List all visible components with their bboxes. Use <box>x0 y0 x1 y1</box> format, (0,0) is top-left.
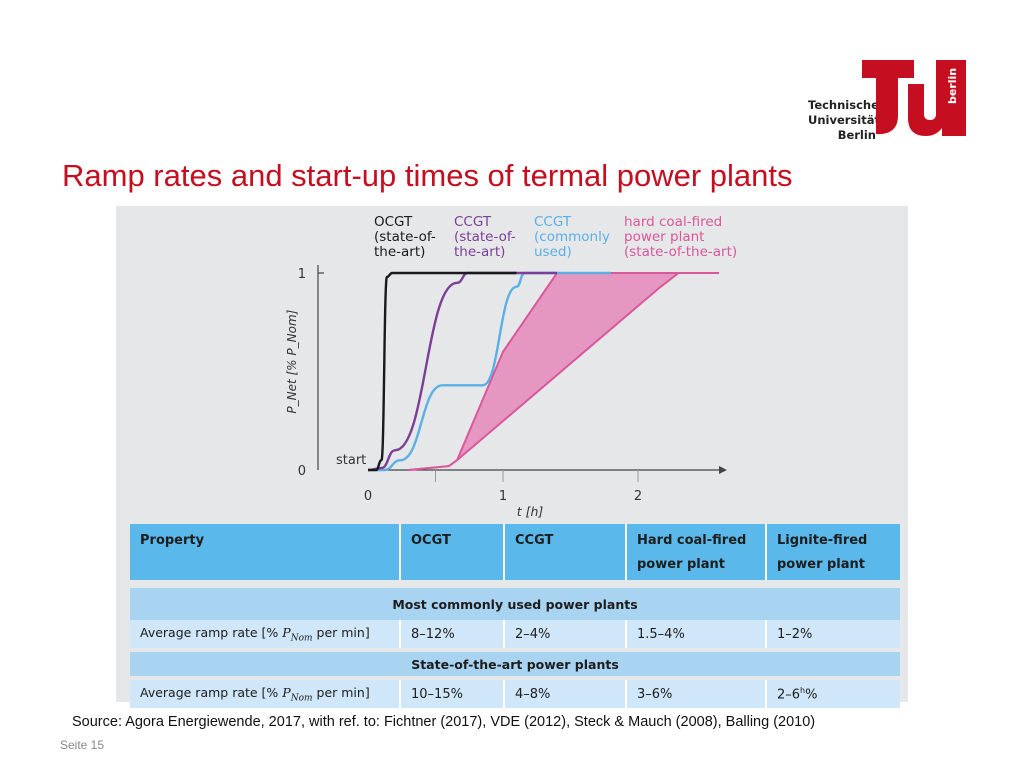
y-axis-label: P_Net [% P_Nom] <box>285 309 299 413</box>
x-tick-label: 1 <box>499 489 507 504</box>
x-axis-label: t [h] <box>517 504 544 519</box>
header-ocgt: OCGT <box>400 524 505 580</box>
section-state-of-the-art: State-of-the-art power plants <box>130 652 900 676</box>
value-lignite: 1–2% <box>766 620 900 648</box>
logo-line-1: Technische <box>808 98 879 112</box>
slide-title: Ramp rates and start-up times of termal … <box>62 158 793 193</box>
value-ccgt: 4–8% <box>504 680 627 708</box>
footnote-mark: h <box>800 685 806 695</box>
header-lignite: Lignite-fired power plant <box>766 524 900 580</box>
y-tick-label: 1 <box>298 267 306 282</box>
hard-coal-band <box>408 273 719 470</box>
legend-entry: (state-of- <box>374 229 436 245</box>
logo-line-2: Universität <box>808 113 880 127</box>
legend-entry: the-art) <box>454 244 505 260</box>
x-tick-label: 0 <box>364 489 372 504</box>
row-label: Average ramp rate [% PNom per min] <box>130 620 401 648</box>
tu-berlin-logo: Technische Universität Berlin berlin <box>808 58 968 150</box>
source-citation: Source: Agora Energiewende, 2017, with r… <box>72 714 816 730</box>
header-property: Property <box>130 524 401 580</box>
value-ocgt: 10–15% <box>400 680 505 708</box>
table-row: Average ramp rate [% PNom per min] 10–15… <box>130 680 900 708</box>
x-tick-label: 2 <box>634 489 642 504</box>
figure-panel: OCGT (state-of-the-art) CCGT (state-of-the-… <box>116 206 908 708</box>
value-ccgt: 2–4% <box>504 620 627 648</box>
ocgt-line <box>368 271 517 472</box>
logo-side-text: berlin <box>946 68 959 104</box>
value-hard-coal: 3–6% <box>626 680 767 708</box>
plot-area: 0 1 2 0 1 t [h] P_Net [% P_Nom]start <box>285 265 727 519</box>
header-hard-coal: Hard coal-fired power plant <box>626 524 767 580</box>
start-label: start <box>336 453 366 468</box>
value-hard-coal: 1.5–4% <box>626 620 767 648</box>
table-header-row: Property OCGT CCGT Hard coal-fired power … <box>130 524 900 580</box>
value-ocgt: 8–12% <box>400 620 505 648</box>
x-axis-arrow-icon <box>719 466 727 474</box>
ramp-chart: OCGT(state-of-the-art)CCGT(state-of-the-… <box>285 214 737 519</box>
hard-coal-lower-line <box>408 272 719 471</box>
chart-legend: OCGT(state-of-the-art)CCGT(state-of-the-… <box>374 214 737 260</box>
legend-entry: CCGT <box>454 214 492 230</box>
tu-logo-mark-icon: berlin <box>862 60 966 136</box>
page-number: Seite 15 <box>60 738 105 752</box>
ramp-rate-table: Property OCGT CCGT Hard coal-fired power … <box>130 524 900 708</box>
legend-entry: OCGT <box>374 214 413 230</box>
table-row: Average ramp rate [% PNom per min] 8–12%… <box>130 620 900 648</box>
section-common: Most commonly used power plants <box>130 588 900 620</box>
row-label: Average ramp rate [% PNom per min] <box>130 680 401 708</box>
legend-entry: (commonly <box>534 229 610 245</box>
university-name: Technische Universität Berlin <box>808 98 880 143</box>
y-tick-label: 0 <box>298 464 306 479</box>
legend-entry: (state-of-the-art) <box>624 244 737 260</box>
legend-entry: power plant <box>624 229 704 245</box>
legend-entry: (state-of- <box>454 229 516 245</box>
legend-entry: hard coal-fired <box>624 214 722 230</box>
legend-entry: used) <box>534 244 572 260</box>
legend-entry: the-art) <box>374 244 425 260</box>
legend-entry: CCGT <box>534 214 572 230</box>
logo-line-3: Berlin <box>837 128 876 142</box>
header-ccgt: CCGT <box>504 524 627 580</box>
value-lignite: 2–6h% <box>766 680 900 708</box>
